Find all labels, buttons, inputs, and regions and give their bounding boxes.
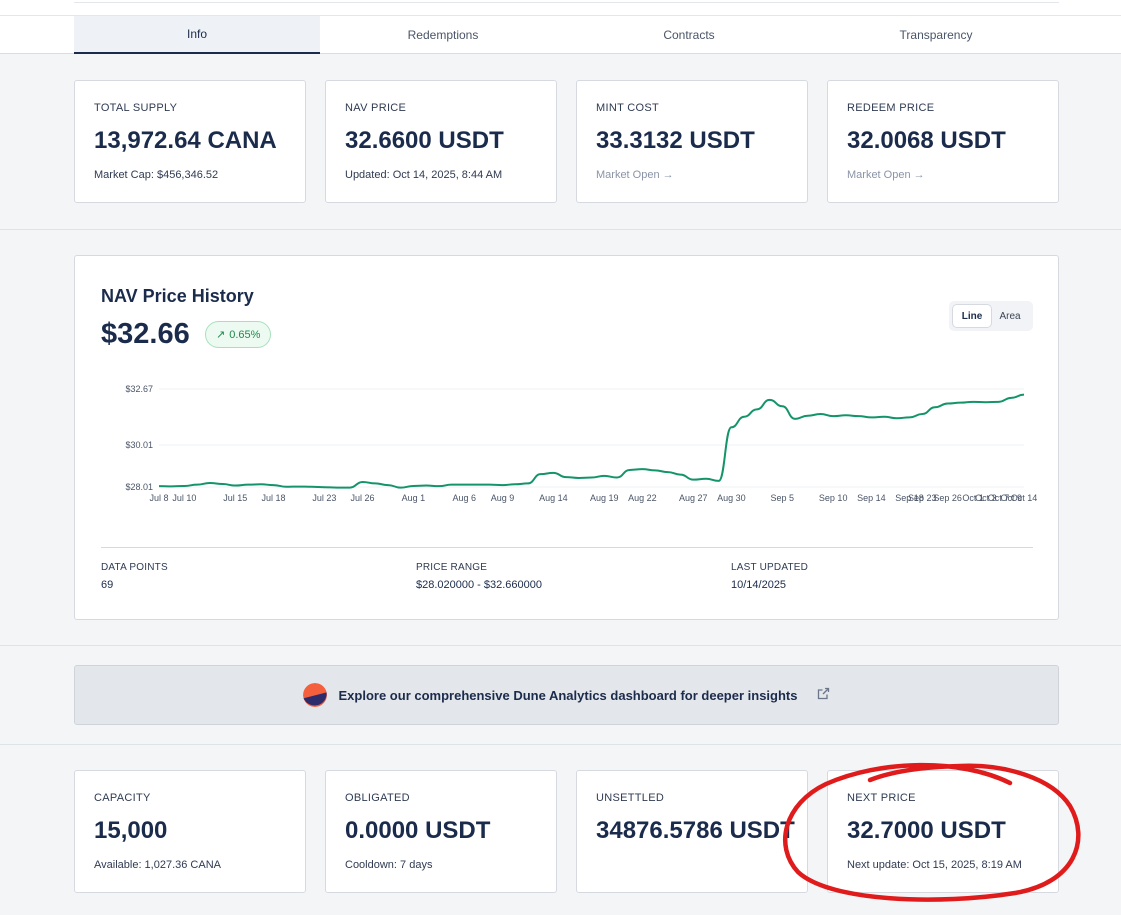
stat-value: 32.6600 USDT — [345, 127, 504, 154]
x-tick-label: Aug 1 — [402, 493, 426, 503]
x-tick-label: Jul 23 — [312, 493, 336, 503]
meta-label: PRICE RANGE — [416, 562, 488, 573]
last-updated-meta: LAST UPDATED 10/14/2025 — [731, 562, 808, 591]
capacity-card: CAPACITY 15,000 Available: 1,027.36 CANA — [74, 770, 306, 893]
tab-info[interactable]: Info — [74, 16, 320, 54]
stat-label: UNSETTLED — [596, 792, 665, 804]
x-tick-label: Oct 14 — [1011, 493, 1038, 503]
stat-sub: Market Cap: $456,346.52 — [94, 169, 219, 181]
x-tick-label: Sep 5 — [771, 493, 795, 503]
x-tick-label: Jul 18 — [261, 493, 285, 503]
stat-label: NAV PRICE — [345, 102, 407, 114]
x-tick-label: Sep 14 — [857, 493, 886, 503]
x-tick-label: Oct 1 — [962, 493, 984, 503]
x-tick-label: Aug 6 — [453, 493, 477, 503]
divider — [0, 229, 1121, 230]
trend-up-icon: ↗ — [216, 329, 226, 341]
market-open-link[interactable]: Market Open → — [847, 169, 925, 181]
meta-value: $28.020000 - $32.660000 — [416, 579, 543, 591]
chart-type-toggle: Line Area — [949, 301, 1033, 331]
stat-value: 32.7000 USDT — [847, 817, 1006, 844]
x-tick-label: Sep 23 — [908, 493, 937, 503]
data-points-meta: DATA POINTS 69 — [101, 562, 168, 591]
x-tick-label: Jul 15 — [223, 493, 247, 503]
mint-cost-card: MINT COST 33.3132 USDT Market Open → — [576, 80, 808, 203]
y-tick-label: $32.67 — [125, 384, 153, 394]
stat-label: TOTAL SUPPLY — [94, 102, 178, 114]
external-link-icon[interactable] — [817, 687, 830, 703]
stat-value: 32.0068 USDT — [847, 127, 1006, 154]
divider — [0, 744, 1121, 745]
stat-label: OBLIGATED — [345, 792, 410, 804]
stat-sub: Available: 1,027.36 CANA — [94, 859, 221, 871]
nav-price-line — [158, 393, 1025, 489]
stat-value: 0.0000 USDT — [345, 817, 491, 844]
change-value: 0.65% — [229, 328, 261, 341]
stat-label: NEXT PRICE — [847, 792, 916, 804]
price-range-meta: PRICE RANGE $28.020000 - $32.660000 — [416, 562, 542, 591]
tab-bar: Info Redemptions Contracts Transparency — [0, 16, 1121, 54]
x-tick-label: Oct 9 — [1001, 493, 1023, 503]
stat-value: 13,972.64 CANA — [94, 127, 277, 154]
stat-value: 15,000 — [94, 817, 168, 844]
tab-redemptions[interactable]: Redemptions — [407, 27, 479, 42]
stat-label: MINT COST — [596, 102, 659, 114]
x-tick-label: Sep 10 — [819, 493, 848, 503]
stat-value: 34876.5786 USDT — [596, 817, 795, 844]
total-supply-card: TOTAL SUPPLY 13,972.64 CANA Market Cap: … — [74, 80, 306, 203]
tab-contracts[interactable]: Contracts — [663, 27, 715, 42]
dune-analytics-banner[interactable]: Explore our comprehensive Dune Analytics… — [74, 665, 1059, 725]
y-tick-label: $28.01 — [125, 482, 153, 492]
x-tick-label: Aug 27 — [679, 493, 708, 503]
stat-value: 33.3132 USDT — [596, 127, 755, 154]
stat-sub: Next update: Oct 15, 2025, 8:19 AM — [847, 859, 1022, 871]
x-tick-label: Jul 10 — [172, 493, 196, 503]
dune-logo-icon — [302, 683, 327, 707]
toggle-area-button[interactable]: Area — [999, 310, 1021, 322]
x-tick-label: Aug 30 — [717, 493, 746, 503]
x-tick-label: Oct 7 — [988, 493, 1010, 503]
next-price-card: NEXT PRICE 32.7000 USDT Next update: Oct… — [827, 770, 1059, 893]
y-tick-label: $30.01 — [125, 440, 153, 450]
x-tick-label: Jul 8 — [149, 493, 168, 503]
dune-banner-text[interactable]: Explore our comprehensive Dune Analytics… — [338, 687, 798, 703]
divider — [0, 645, 1121, 646]
redeem-price-card: REDEEM PRICE 32.0068 USDT Market Open → — [827, 80, 1059, 203]
toggle-line-button[interactable]: Line — [953, 305, 991, 327]
meta-value: 10/14/2025 — [731, 579, 787, 591]
x-tick-label: Oct 3 — [975, 493, 997, 503]
nav-price-history-card: NAV Price History $32.66 ↗ 0.65% Line Ar… — [74, 255, 1059, 620]
tab-transparency[interactable]: Transparency — [899, 27, 973, 42]
x-tick-label: Aug 14 — [539, 493, 568, 503]
top-strip — [0, 0, 1121, 16]
stat-sub: Cooldown: 7 days — [345, 859, 433, 871]
x-tick-label: Aug 22 — [628, 493, 657, 503]
stat-label: REDEEM PRICE — [847, 102, 935, 114]
nav-price-card: NAV PRICE 32.6600 USDT Updated: Oct 14, … — [325, 80, 557, 203]
x-tick-label: Jul 26 — [351, 493, 375, 503]
chart-title: NAV Price History — [101, 286, 254, 306]
obligated-card: OBLIGATED 0.0000 USDT Cooldown: 7 days — [325, 770, 557, 893]
meta-label: DATA POINTS — [101, 562, 168, 573]
stat-sub: Updated: Oct 14, 2025, 8:44 AM — [345, 169, 503, 181]
x-tick-label: Sep 18 — [895, 493, 924, 503]
market-open-link[interactable]: Market Open → — [596, 169, 674, 181]
x-tick-label: Aug 9 — [491, 493, 515, 503]
x-tick-label: Sep 26 — [933, 493, 962, 503]
stat-label: CAPACITY — [94, 792, 151, 804]
meta-value: 69 — [101, 579, 114, 591]
chart-current-price: $32.66 — [101, 318, 190, 350]
chart-footer-divider — [101, 547, 1033, 548]
x-tick-label: Aug 19 — [590, 493, 619, 503]
price-change-badge: ↗ 0.65% — [205, 321, 272, 348]
meta-label: LAST UPDATED — [731, 562, 809, 573]
unsettled-card: UNSETTLED 34876.5786 USDT — [576, 770, 808, 893]
